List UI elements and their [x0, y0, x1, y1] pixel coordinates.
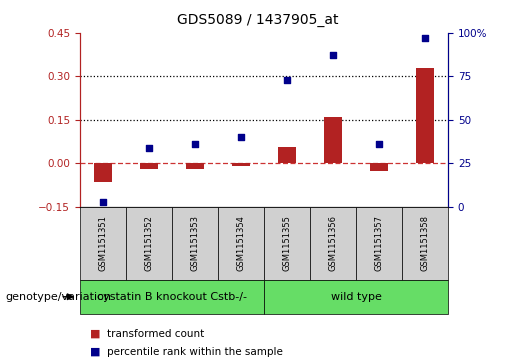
- Text: transformed count: transformed count: [107, 329, 204, 339]
- Text: ■: ■: [90, 347, 100, 357]
- Bar: [186, 163, 204, 168]
- Point: [145, 145, 153, 151]
- Bar: [278, 147, 296, 163]
- Point: [421, 35, 429, 41]
- Point: [191, 141, 199, 147]
- Text: GSM1151357: GSM1151357: [374, 215, 384, 271]
- Point: [283, 77, 291, 83]
- Text: percentile rank within the sample: percentile rank within the sample: [107, 347, 283, 357]
- Text: GSM1151358: GSM1151358: [421, 215, 430, 271]
- Text: cystatin B knockout Cstb-/-: cystatin B knockout Cstb-/-: [97, 292, 247, 302]
- Bar: [416, 68, 434, 163]
- Bar: [140, 163, 158, 169]
- Point: [99, 199, 107, 205]
- Text: GSM1151355: GSM1151355: [282, 215, 291, 271]
- Text: GSM1151351: GSM1151351: [98, 215, 107, 271]
- Point: [329, 52, 337, 58]
- Point: [375, 141, 383, 147]
- Text: GSM1151354: GSM1151354: [236, 215, 246, 271]
- Text: GDS5089 / 1437905_at: GDS5089 / 1437905_at: [177, 13, 338, 27]
- Point: [237, 134, 245, 140]
- Text: GSM1151352: GSM1151352: [144, 215, 153, 271]
- Bar: [324, 117, 342, 163]
- Text: GSM1151356: GSM1151356: [329, 215, 337, 271]
- Text: GSM1151353: GSM1151353: [191, 215, 199, 271]
- Text: ■: ■: [90, 329, 100, 339]
- Bar: [232, 163, 250, 166]
- Bar: [370, 163, 388, 171]
- Text: wild type: wild type: [331, 292, 382, 302]
- Bar: [94, 163, 112, 182]
- Text: genotype/variation: genotype/variation: [5, 292, 111, 302]
